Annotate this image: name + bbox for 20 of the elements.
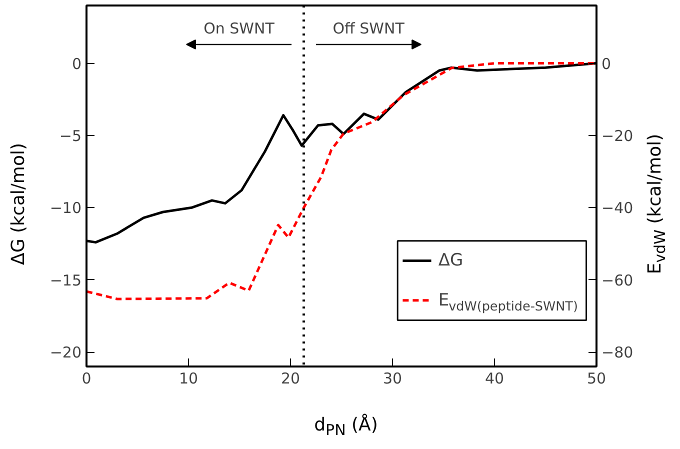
y-tick-label: −20 [50, 344, 82, 362]
x-tick-label: 10 [178, 370, 198, 388]
legend-label: ΔG [438, 250, 464, 271]
x-tick-label: 30 [382, 370, 402, 388]
y2-tick-label: 0 [602, 54, 612, 73]
y2-tick-label: −60 [602, 271, 634, 290]
x-tick-label: 50 [586, 370, 606, 388]
y-tick-label: −10 [50, 199, 82, 218]
y2-tick-label: −20 [602, 126, 634, 145]
x-axis-title: d$_{PN}$ (Å) [314, 412, 378, 442]
y-tick-label: 0 [72, 54, 82, 73]
y-axis-title: ΔG (kcal/mol) [7, 143, 30, 265]
annotation: On SWNT [204, 19, 276, 38]
y-tick-label: −5 [59, 126, 82, 145]
y-tick-label: −15 [50, 271, 82, 290]
x-tick-label: 40 [484, 370, 504, 388]
y2-tick-label: −40 [602, 199, 634, 218]
y2-tick-label: −80 [602, 344, 634, 362]
annotation: Off SWNT [332, 19, 406, 38]
x-tick-label: 20 [280, 370, 300, 388]
